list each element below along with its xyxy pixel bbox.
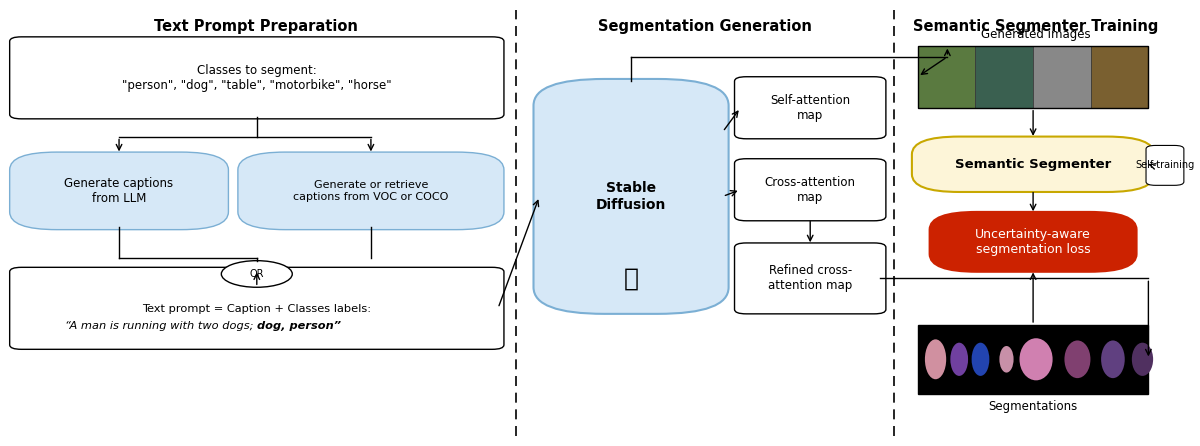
FancyBboxPatch shape [534, 79, 728, 314]
Text: Cross-attention
map: Cross-attention map [764, 176, 856, 204]
Ellipse shape [1132, 343, 1153, 376]
Text: dog, person”: dog, person” [257, 321, 341, 331]
Ellipse shape [1102, 340, 1124, 378]
Circle shape [221, 260, 293, 287]
Bar [1091, 45, 1148, 108]
FancyBboxPatch shape [1146, 145, 1184, 186]
Text: Self-training: Self-training [1135, 161, 1194, 170]
Text: “A man is running with two dogs;: “A man is running with two dogs; [65, 321, 257, 331]
FancyBboxPatch shape [734, 77, 886, 139]
Text: Generated images: Generated images [982, 28, 1091, 41]
Text: Text prompt = Caption + Classes labels:: Text prompt = Caption + Classes labels: [143, 304, 371, 314]
Bar [918, 45, 1148, 108]
Ellipse shape [950, 343, 968, 376]
FancyBboxPatch shape [10, 37, 504, 119]
Text: Semantic Segmenter Training: Semantic Segmenter Training [913, 19, 1159, 34]
Text: Semantic Segmenter: Semantic Segmenter [955, 158, 1111, 171]
Text: Self-attention
map: Self-attention map [770, 94, 851, 122]
Text: Text Prompt Preparation: Text Prompt Preparation [154, 19, 358, 34]
FancyBboxPatch shape [734, 243, 886, 314]
FancyBboxPatch shape [10, 267, 504, 349]
FancyBboxPatch shape [930, 212, 1136, 272]
Bar [1033, 45, 1091, 108]
Text: Generate captions
from LLM: Generate captions from LLM [65, 177, 174, 205]
Ellipse shape [1064, 340, 1091, 378]
Text: Classes to segment:
"person", "dog", "table", "motorbike", "horse": Classes to segment: "person", "dog", "ta… [122, 64, 391, 92]
FancyBboxPatch shape [912, 136, 1154, 192]
Text: Refined cross-
attention map: Refined cross- attention map [768, 264, 852, 293]
FancyBboxPatch shape [10, 152, 228, 230]
FancyBboxPatch shape [238, 152, 504, 230]
Ellipse shape [925, 339, 946, 379]
Ellipse shape [972, 343, 989, 376]
Bar [918, 325, 1148, 394]
FancyBboxPatch shape [734, 159, 886, 221]
Bar [976, 45, 1033, 108]
Ellipse shape [1020, 338, 1052, 380]
Text: Segmentation Generation: Segmentation Generation [598, 19, 812, 34]
Text: Uncertainty-aware
segmentation loss: Uncertainty-aware segmentation loss [976, 228, 1091, 256]
Ellipse shape [1000, 346, 1014, 372]
Text: OR: OR [250, 269, 264, 279]
Text: Segmentations: Segmentations [989, 401, 1078, 413]
Text: Generate or retrieve
captions from VOC or COCO: Generate or retrieve captions from VOC o… [293, 180, 449, 202]
Text: Stable
Diffusion: Stable Diffusion [596, 182, 666, 211]
Text: 🔒: 🔒 [624, 266, 638, 290]
Bar [918, 45, 976, 108]
